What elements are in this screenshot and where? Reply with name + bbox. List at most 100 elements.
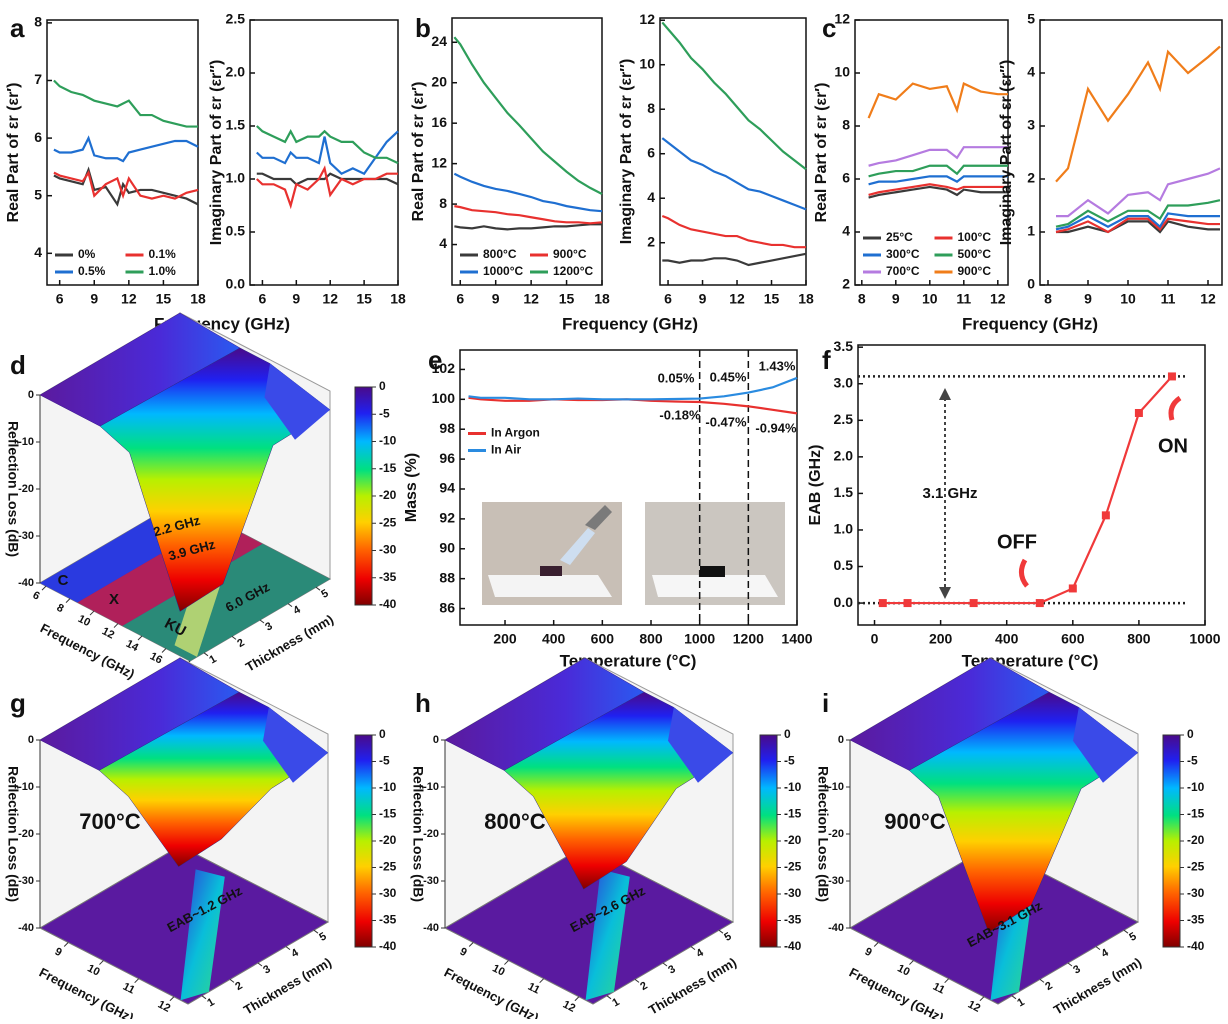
annotation: 1.43% [759,358,796,373]
y-tick-label: 2.5 [834,411,854,427]
x-tick-label: 10 [76,613,92,629]
x-tick-label: 10 [1120,291,1136,307]
z-axis-label: Reflection Loss (dB) [5,421,21,557]
y-tick-label: 1 [1027,223,1035,239]
y-tick-label: 1 [207,653,218,666]
series-line [661,214,806,249]
x-tick [161,648,167,653]
y-tick-label: 5 [317,930,328,943]
y-axis-label: Imaginary Part of εr (εr″) [998,60,1015,246]
x-tick-label: 16 [148,650,164,666]
colorbar-tick-label: -20 [379,488,397,502]
y-tick-label: 3 [666,963,677,976]
y-tick [690,946,696,950]
x-tick-label: 9 [699,291,707,307]
x-tick-label: 800 [1127,631,1151,647]
y-tick-label: 4 [34,244,42,260]
photo-torch [585,505,612,530]
z-tick-label: 0 [433,734,439,746]
series-line [662,252,807,267]
colorbar-tick-label: 0 [784,727,791,741]
plot-frame [459,349,798,626]
x-tick [979,996,985,1002]
y-tick-label: 12 [431,154,447,170]
x-tick [65,598,71,603]
y-tick-label: 1.0 [226,170,246,186]
annotation: 900°C [884,809,946,834]
x-axis-label: Frequency (GHz) [962,314,1098,333]
marker [1035,599,1044,608]
x-tick-label: 12 [966,999,982,1015]
x-tick-label: 11 [121,981,137,997]
photo-group [482,502,785,605]
floor-band [585,869,630,1001]
photo-flame [560,528,595,565]
x-tick [574,996,580,1002]
x-tick-label: 15 [156,291,172,307]
x-tick-label: 9 [1084,291,1092,307]
y-tick-label: 0 [1027,276,1035,292]
annotation: 0.45% [710,369,747,384]
series-line [868,164,1008,178]
series-line [867,82,1008,119]
series-line [1055,212,1220,231]
plot-frame [659,17,807,286]
x-tick-label: 9 [863,946,874,959]
series-line [868,185,1008,199]
x-tick [113,623,119,628]
colorbar-tick-label: -5 [379,406,390,420]
plot-frame [854,19,1009,286]
legend-label: 0.1% [149,247,177,261]
legend-label: 900°C [958,264,992,278]
y-tick [1039,979,1045,983]
y-tick-label: 4 [842,223,850,239]
colorbar-tick-label: -15 [784,807,802,821]
colorbar-tick-label: -30 [379,886,397,900]
surface-back [668,707,733,783]
y-axis-label: Real Part of εr (εr′) [5,83,22,223]
x-tick-label: 18 [594,291,610,307]
y-tick-label: 2.0 [834,448,854,464]
y-tick [231,636,237,640]
panel-label: i [822,688,829,718]
x-tick-label: 18 [190,291,206,307]
z-tick-label: 0 [28,389,34,401]
x-tick-label: 600 [1061,631,1085,647]
y-tick [313,929,319,934]
y-tick-label: 10 [639,55,655,71]
y-tick [203,652,209,657]
y-tick-label: 2 [842,276,850,292]
colorbar-tick-label: -5 [1187,754,1198,768]
series-line [453,36,603,195]
x-tick-label: 15 [559,291,575,307]
colorbar-tick-label: -15 [1187,807,1205,821]
y-tick-label: 16 [431,114,447,130]
x-tick-label: 10 [895,962,911,978]
y-tick-label: 10 [834,64,850,80]
colorbar [759,734,778,948]
y-tick [1067,962,1073,967]
x-tick-label: 10 [85,962,101,978]
x-tick-label: 12 [322,291,338,307]
series-line [1055,199,1221,228]
x-tick [468,942,474,947]
arrow-head [939,388,951,400]
y-tick-label: 12 [639,11,655,27]
legend-label: 0.5% [78,264,106,278]
colorbar [1162,734,1181,948]
x-tick-label: 15 [356,291,372,307]
z-tick-label: -20 [828,828,844,840]
y-tick-label: 2 [1027,170,1035,186]
colorbar-tick-label: -15 [379,807,397,821]
series-line [868,183,1008,196]
series-line [53,79,198,128]
y-tick-label: 1.5 [834,484,854,500]
y-axis-label: EAB (GHz) [807,445,824,526]
x-tick-label: 12 [1200,291,1216,307]
y-axis-label: Imaginary Part of εr (εr″) [618,59,635,245]
y-axis-label: Real Part of εr (εr′) [813,83,830,223]
y-tick [229,979,235,983]
legend-label: 100°C [958,230,992,244]
photo-card [488,575,612,597]
legend-label: 1.0% [149,264,177,278]
